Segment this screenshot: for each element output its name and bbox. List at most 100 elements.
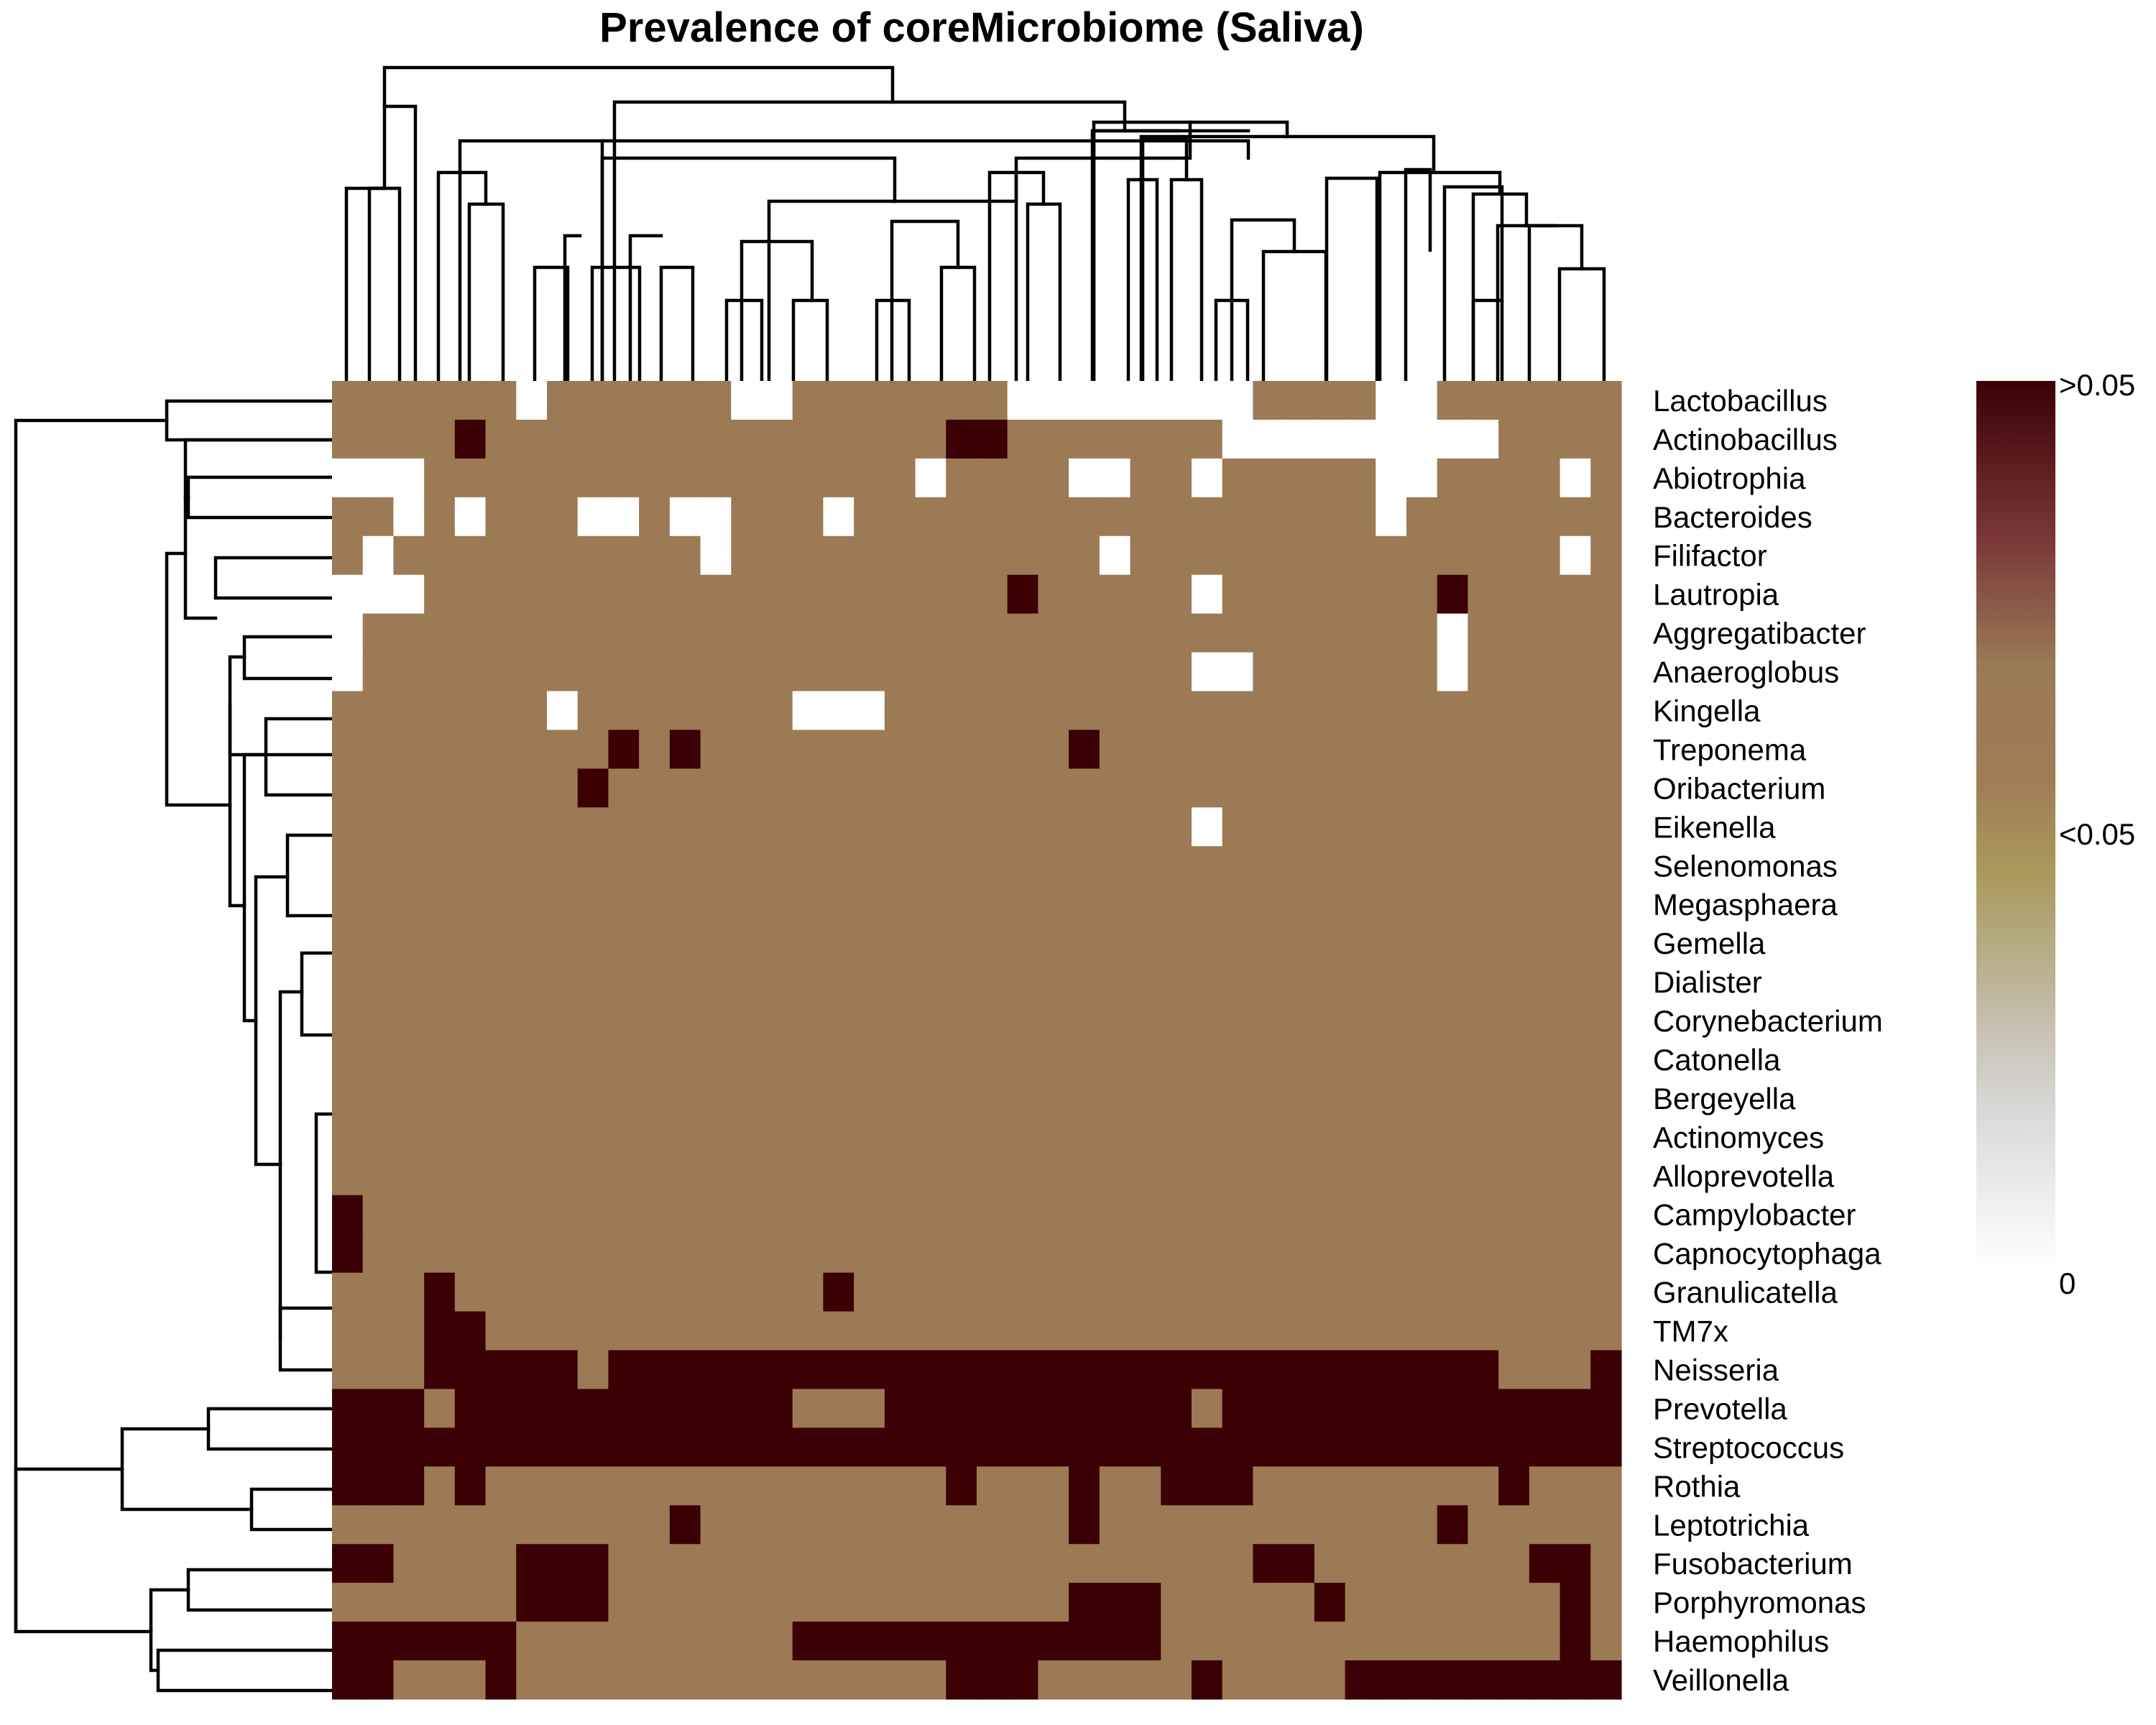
heatmap-cell <box>362 1156 395 1196</box>
heatmap-cell <box>762 1001 793 1041</box>
heatmap-cell <box>700 1427 732 1467</box>
heatmap-cell <box>854 1156 885 1196</box>
heatmap-cell <box>1314 1233 1346 1274</box>
row-label: Rothia <box>1653 1469 1741 1503</box>
heatmap-cell <box>1130 1156 1161 1196</box>
heatmap-cell <box>1284 1195 1315 1235</box>
heatmap-cell <box>1222 419 1254 459</box>
dendrogram-branch <box>1442 185 1504 383</box>
heatmap-cell <box>792 924 824 963</box>
heatmap-cell <box>1406 1117 1438 1157</box>
heatmap-cell <box>1192 1311 1223 1351</box>
heatmap-cell <box>1345 885 1376 924</box>
heatmap-cell <box>762 1466 793 1506</box>
heatmap-cell <box>424 1117 456 1157</box>
heatmap-cell <box>1437 1350 1469 1390</box>
heatmap-cell <box>577 613 609 653</box>
heatmap-cell <box>1099 1233 1131 1274</box>
heatmap-cell <box>977 1195 1008 1235</box>
heatmap-cell <box>1590 1195 1622 1235</box>
heatmap-cell <box>1192 1660 1223 1700</box>
heatmap-cell <box>1130 885 1161 924</box>
heatmap-cell <box>946 1466 977 1506</box>
heatmap-cell <box>516 1195 548 1235</box>
heatmap-cell <box>577 691 609 731</box>
heatmap-cell <box>854 1117 885 1157</box>
heatmap-cell <box>823 419 854 459</box>
heatmap-cell <box>485 458 517 498</box>
heatmap-cell <box>792 381 824 420</box>
heatmap-cell <box>1222 768 1254 808</box>
heatmap-cell <box>731 1272 763 1312</box>
heatmap-cell <box>823 1156 854 1196</box>
row-label: Eikenella <box>1653 810 1776 844</box>
heatmap-cell <box>424 691 456 731</box>
heatmap-cell <box>854 1466 885 1506</box>
heatmap-cell <box>639 497 671 537</box>
heatmap-cell <box>1222 1660 1254 1700</box>
heatmap-cell <box>424 962 456 1002</box>
heatmap-cell <box>1529 885 1561 924</box>
heatmap-cell <box>792 1117 824 1157</box>
heatmap-cell <box>762 730 793 770</box>
heatmap-cell <box>1192 730 1223 770</box>
heatmap-cell <box>1192 1233 1223 1274</box>
heatmap-cell <box>1468 1660 1499 1700</box>
heatmap-cell <box>1284 1001 1315 1041</box>
heatmap-cell <box>362 613 395 653</box>
heatmap-cell <box>762 1622 793 1661</box>
heatmap-cell <box>1284 1040 1315 1080</box>
heatmap-cell <box>1099 768 1131 808</box>
heatmap-cell <box>854 613 885 653</box>
heatmap-cell <box>700 497 732 537</box>
heatmap-cell <box>977 1466 1008 1506</box>
heatmap-cell <box>762 1272 793 1312</box>
heatmap-cell <box>946 1544 977 1583</box>
heatmap-cell <box>731 885 763 924</box>
heatmap-cell <box>1192 1001 1223 1041</box>
heatmap-cell <box>1284 1272 1315 1312</box>
heatmap-cell <box>700 1078 732 1118</box>
heatmap-cell <box>485 1233 517 1274</box>
heatmap-cell <box>1437 1233 1469 1274</box>
heatmap-cell <box>1099 846 1131 886</box>
heatmap-cell <box>1376 1622 1407 1661</box>
heatmap-cell <box>792 458 824 498</box>
heatmap-cell <box>1284 768 1315 808</box>
heatmap-cell <box>731 1660 763 1700</box>
heatmap-cell <box>1345 1350 1376 1390</box>
heatmap-cell <box>1222 962 1254 1002</box>
heatmap-cell <box>915 574 946 615</box>
heatmap-cell <box>762 691 793 731</box>
heatmap-cell <box>639 730 671 770</box>
heatmap-cell <box>1192 1466 1223 1506</box>
heatmap-cell <box>1314 846 1346 886</box>
heatmap-cell <box>884 807 916 847</box>
heatmap-cell <box>1253 1001 1284 1041</box>
heatmap-cell <box>1130 1583 1161 1622</box>
heatmap-cell <box>1192 885 1223 924</box>
heatmap-cell <box>1376 962 1407 1002</box>
heatmap-cell <box>1192 1350 1223 1390</box>
heatmap-cell <box>1222 1001 1254 1041</box>
heatmap-cell <box>669 535 701 576</box>
heatmap-cell <box>1314 1466 1346 1506</box>
heatmap-cell <box>946 1583 977 1622</box>
heatmap-cell <box>1560 1195 1591 1235</box>
heatmap-cell <box>1099 1466 1131 1506</box>
heatmap-cell <box>1253 730 1284 770</box>
heatmap-cells <box>332 381 1622 1700</box>
heatmap-cell <box>1130 1078 1161 1118</box>
heatmap-cell <box>854 1660 885 1700</box>
heatmap-cell <box>1038 962 1069 1002</box>
heatmap-cell <box>362 1001 395 1041</box>
heatmap-cell <box>1007 458 1039 498</box>
heatmap-cell <box>1130 691 1161 731</box>
heatmap-cell <box>1468 652 1499 692</box>
heatmap-cell <box>1099 419 1131 459</box>
heatmap-cell <box>1161 730 1192 770</box>
heatmap-cell <box>332 885 364 924</box>
heatmap-cell <box>485 419 517 459</box>
heatmap-cell <box>977 381 1008 420</box>
heatmap-cell <box>1560 1078 1591 1118</box>
